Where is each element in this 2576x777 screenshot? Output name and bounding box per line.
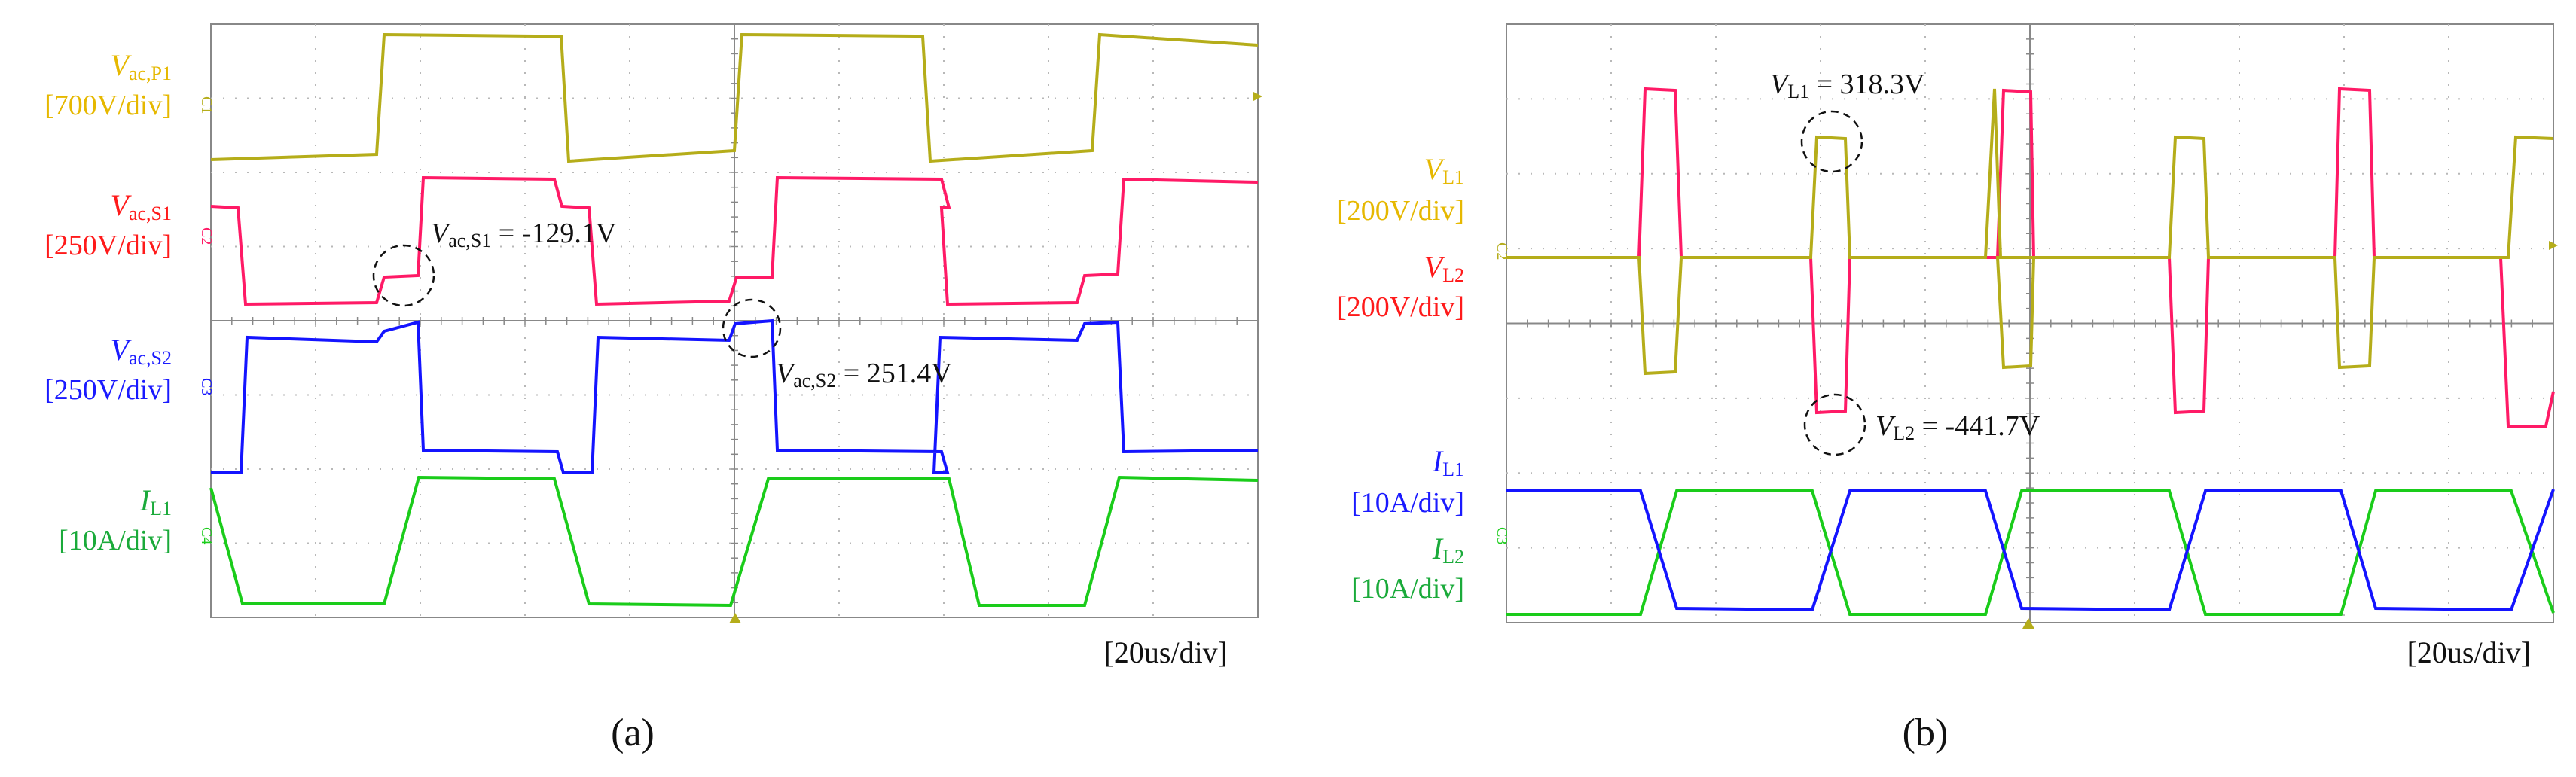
panel-caption-a: (a) — [611, 711, 655, 754]
panel-a: C1 C2 C3 C4 Vac,P1 [700V/div] Vac,S1 [25… — [44, 23, 1262, 754]
trace-a-il1 — [209, 475, 1259, 608]
scale-a-vac-s2: [250V/div] — [44, 374, 172, 406]
channel-tag-a-c1: C1 — [198, 96, 215, 114]
panel-caption-b: (b) — [1903, 711, 1949, 754]
scale-a-il1: [10A/div] — [59, 525, 172, 556]
channel-tag-a-c4: C4 — [198, 527, 215, 544]
channel-tag-b-c3: C3 — [1494, 527, 1510, 544]
annot-circle-a-vac-s2 — [722, 298, 782, 358]
label-b-vl2: VL2 — [1424, 250, 1464, 286]
trigger-marker-a — [729, 613, 741, 623]
annot-circle-a-vac-s1 — [372, 244, 435, 307]
label-a-il1: IL1 — [139, 483, 172, 520]
label-b-il2: IL2 — [1432, 532, 1464, 568]
annot-a-vac-s1: Vac,S1 = -129.1V — [431, 218, 617, 251]
annot-circle-b-vl2 — [1803, 393, 1866, 456]
annot-a-vac-s2: Vac,S2 = 251.4V — [776, 358, 952, 392]
scale-b-il2: [10A/div] — [1351, 573, 1464, 605]
timebase-b: [20us/div] — [2407, 635, 2531, 669]
label-b-il1: IL1 — [1432, 444, 1464, 480]
label-a-vac-p1: Vac,P1 — [111, 48, 172, 84]
panel-a-grid — [210, 23, 1259, 618]
channel-tag-a-c2: C2 — [198, 227, 215, 245]
level-marker-b — [2549, 241, 2558, 250]
scale-a-vac-s1: [250V/div] — [44, 230, 172, 261]
annot-b-vl2: VL2 = -441.7V — [1876, 410, 2040, 444]
channel-tag-a-c3: C3 — [198, 378, 215, 395]
trigger-marker-b — [2022, 618, 2034, 629]
label-a-vac-s1: Vac,S1 — [111, 188, 172, 224]
trace-b-vl1 — [1506, 88, 2554, 376]
scale-a-vac-p1: [700V/div] — [44, 90, 172, 121]
panel-b: C2 C3 VL1 [200V/div] VL2 [200V/div] IL1 … — [1337, 23, 2558, 754]
annot-circle-b-vl1 — [1800, 110, 1863, 173]
trace-a-vac-s1 — [210, 175, 1259, 306]
channel-tag-b-c2: C2 — [1494, 242, 1510, 260]
annot-b-vl1: VL1 = 318.3V — [1770, 69, 1925, 102]
scale-b-vl2: [200V/div] — [1337, 291, 1464, 323]
trace-b-il2 — [1506, 489, 2555, 616]
panel-b-grid — [1506, 23, 2554, 623]
label-a-vac-s2: Vac,S2 — [111, 333, 172, 369]
trace-a-vac-s2 — [211, 318, 1259, 474]
scale-b-vl1: [200V/div] — [1337, 195, 1464, 227]
timebase-a: [20us/div] — [1104, 635, 1228, 669]
label-b-vl1: VL1 — [1424, 152, 1464, 188]
scale-b-il1: [10A/div] — [1351, 487, 1464, 519]
level-marker-a — [1253, 92, 1262, 101]
trace-b-il1 — [1506, 489, 2555, 612]
trace-a-vac-p1 — [210, 32, 1259, 163]
